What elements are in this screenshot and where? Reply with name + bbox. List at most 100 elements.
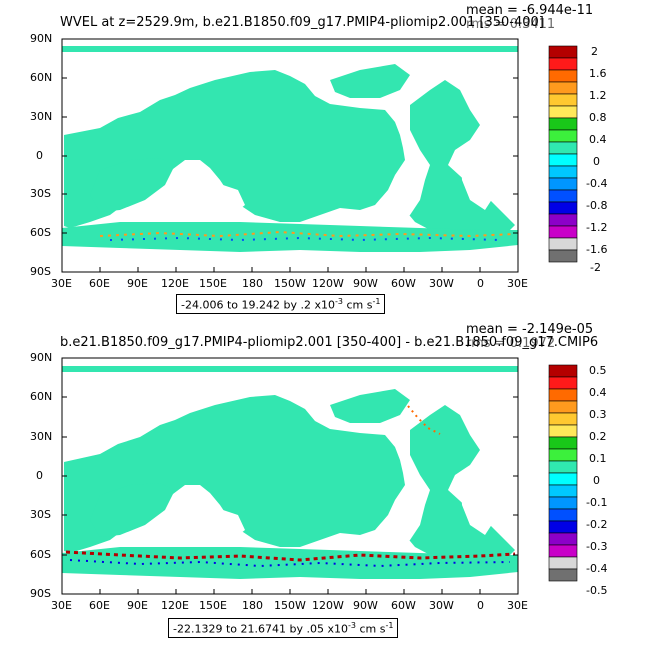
colorbar-box-8 [548,460,578,474]
colorbar-box-13 [548,201,578,215]
colorbar-label: 0.4 [589,133,607,146]
colorbar-label: 0.4 [589,386,607,399]
colorbar-box-17 [548,568,578,582]
lon-tick-marks [61,267,519,272]
colorbar-label: -0.5 [586,584,608,597]
rms-stat: rms = 0.1972 [466,336,556,351]
colorbar-label: 0.8 [589,111,607,124]
ocean-southern [62,547,518,579]
lon-label: 60W [391,277,416,290]
lon-label: 120W [312,599,344,612]
colorbar-box-5 [548,424,578,438]
antarctic-anomaly-band-blue [109,236,501,242]
lat-label: 90S [30,265,51,278]
lat-label: 30S [30,187,51,200]
colorbar-box-3 [548,400,578,414]
lat-label: 90N [30,351,53,364]
lon-tick-marks [61,589,519,594]
lon-label: 180 [242,277,263,290]
lon-label: 90W [353,599,378,612]
colorbar-box-16 [548,237,578,251]
lon-label: 150E [199,277,227,290]
colorbar-label: -2 [590,261,601,274]
north-atlantic-anomaly [407,405,441,435]
range-exponent: -3 [334,297,343,306]
antarctic-anomaly-band [65,550,516,562]
range-units-exponent: -1 [385,621,394,630]
lon-label: 120E [161,599,189,612]
colorbar-box-4 [548,93,578,107]
colorbar-box-6 [548,436,578,450]
map-plot [61,357,578,595]
lon-label: 0 [477,599,484,612]
colorbar-label: 1.2 [589,89,607,102]
colorbar-box-1 [548,57,578,71]
lon-label: 90W [353,277,378,290]
lon-label: 90E [127,599,148,612]
antarctic-anomaly-band [99,230,516,238]
lon-label: 30W [429,277,454,290]
lat-label: 90N [30,32,53,45]
lon-label: 90E [127,277,148,290]
ocean-basin [64,70,405,228]
lon-label: 60W [391,599,416,612]
lat-label: 0 [36,149,43,162]
land-australia [198,509,245,540]
colorbar-box-9 [548,472,578,486]
colorbar-label: 0.1 [589,452,607,465]
lon-label: 30E [507,277,528,290]
ocean-arctic [330,389,410,423]
lat-label: 60N [30,71,53,84]
colorbar-label: 0.2 [589,430,607,443]
lon-label: 60E [89,599,110,612]
mean-stat: mean = -2.149e-05 [466,322,594,337]
colorbar-box-0 [548,45,578,59]
colorbar-box-14 [548,532,578,546]
lon-label: 30E [51,277,72,290]
colorbar-label: 0.5 [589,364,607,377]
mean-stat: mean = -6.944e-11 [466,3,594,18]
colorbar-label: -0.2 [586,518,608,531]
colorbar-box-8 [548,141,578,155]
range-text: -22.1329 to 21.6741 by .05 x10 [173,622,348,636]
ocean-indian [90,158,175,212]
colorbar-box-5 [548,105,578,119]
colorbar-box-11 [548,177,578,191]
ocean-field [62,366,518,579]
colorbar-box-15 [548,225,578,239]
ocean-north-strip [62,46,518,52]
lon-label: 150E [199,599,227,612]
land-south-america [395,495,425,547]
colorbar-box-10 [548,165,578,179]
map-title: b.e21.B1850.f09_g17.PMIP4-pliomip2.001 [… [60,335,599,350]
range-units: cm s [342,298,373,312]
colorbar-box-2 [548,69,578,83]
colorbar-box-0 [548,364,578,378]
map-plot [61,38,578,273]
lon-label: 180 [242,599,263,612]
antarctic-anomaly-band-blue [69,559,511,568]
lon-label: 150W [274,599,306,612]
panel-wvel-map: WVEL at z=2529.9m, b.e21.B1850.f09_g17.P… [0,0,647,320]
lat-label: 30S [30,508,51,521]
colorbar-box-11 [548,496,578,510]
colorbar-box-13 [548,520,578,534]
ocean-basin [64,395,405,553]
lat-tick-marks [62,38,518,273]
lat-label: 60S [30,548,51,561]
range-units: cm s [355,622,386,636]
lon-label: 150W [274,277,306,290]
colorbar-label: 0 [593,474,600,487]
map-title: WVEL at z=2529.9m, b.e21.B1850.f09_g17.P… [60,15,544,30]
colorbar-label: -1.2 [586,221,608,234]
land-south-america [395,170,425,222]
range-exponent: -3 [347,621,356,630]
lat-tick-marks [62,357,518,595]
land-africa [460,148,505,210]
colorbar-label: -0.4 [586,562,608,575]
colorbar-box-14 [548,213,578,227]
lat-label: 60N [30,390,53,403]
colorbar-label: 2 [591,45,598,58]
range-units-exponent: -1 [372,297,381,306]
colorbar-box-1 [548,376,578,390]
